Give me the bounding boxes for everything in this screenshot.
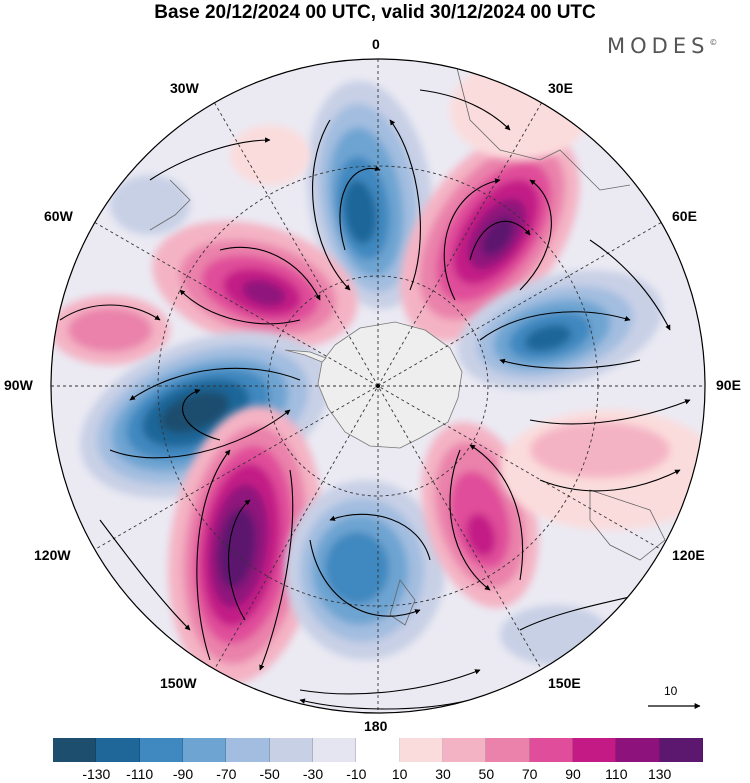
label-lon-90w: 90W xyxy=(4,377,33,393)
colorbar-segment xyxy=(226,738,270,762)
colorbar-tick-label: -90 xyxy=(172,766,194,782)
colorbar-segment xyxy=(53,738,97,762)
colorbar-segment xyxy=(572,738,617,762)
colorbar-tick-label: -10 xyxy=(346,766,367,782)
coastlines xyxy=(149,59,666,626)
colorbar-tick-label: -130 xyxy=(82,766,111,782)
magenta-anomaly-southwest xyxy=(168,405,322,685)
colorbar-segment xyxy=(312,738,357,762)
colorbar-segment xyxy=(486,738,530,762)
label-lon-60w: 60W xyxy=(44,208,73,224)
label-lon-180: 180 xyxy=(364,718,388,734)
colorbar-tick-label: 130 xyxy=(647,766,672,782)
brand-logo: MODES© xyxy=(607,34,717,58)
colorbar-tick-label: -110 xyxy=(126,766,154,782)
colorbar-segment xyxy=(269,738,313,762)
colorbar-tick-label: -30 xyxy=(302,766,324,782)
colorbar-tick-label: -70 xyxy=(216,766,237,782)
label-lon-90e: 90E xyxy=(716,377,741,393)
brand-copyright-mark: © xyxy=(709,38,718,47)
blue-anomaly-south xyxy=(285,480,445,660)
colorbar-tick-label: -50 xyxy=(259,766,280,782)
blue-anomaly-north xyxy=(306,80,434,310)
colorbar-tick-label: 10 xyxy=(391,766,408,782)
colorbar-segment xyxy=(442,738,487,762)
label-lon-120w: 120W xyxy=(34,547,71,563)
colorbar-tick-label: 90 xyxy=(565,766,581,782)
magenta-anomaly-northwest xyxy=(152,220,358,350)
colorbar-segment xyxy=(399,738,443,762)
map-boundary xyxy=(50,58,706,714)
south-pole-marker xyxy=(376,384,380,388)
wind-streamlines xyxy=(59,89,691,710)
label-lon-150w: 150W xyxy=(160,675,197,691)
colorbar-segment xyxy=(616,738,660,762)
colorbar-segment xyxy=(139,738,183,762)
vector-scale-label: 10 xyxy=(664,684,678,698)
map-title: Base 20/12/2024 00 UTC, valid 30/12/2024… xyxy=(154,2,596,23)
colorbar-segment xyxy=(529,738,573,762)
blue-anomaly-east xyxy=(457,270,663,390)
colorbar-tick-label: 70 xyxy=(521,766,538,782)
colorbar-tick-label: 30 xyxy=(435,766,451,782)
antarctica-landmass xyxy=(317,321,463,449)
colorbar-segment xyxy=(182,738,227,762)
label-lon-60e: 60E xyxy=(672,208,697,224)
label-lon-150e: 150E xyxy=(548,675,581,691)
label-lon-0: 0 xyxy=(372,36,380,52)
colorbar-tick-label: 50 xyxy=(478,766,495,782)
colorbar-segment xyxy=(356,738,400,762)
brand-name: MODES xyxy=(607,34,710,58)
pink-anomaly-west xyxy=(51,295,170,365)
colorbar-segment xyxy=(659,738,703,762)
antarctic-peninsula xyxy=(284,349,327,363)
label-lon-120e: 120E xyxy=(672,547,705,563)
colorbar-segment xyxy=(96,738,140,762)
colorbar-tick-label: 110 xyxy=(605,766,628,782)
colorbar xyxy=(53,738,703,762)
label-lon-30w: 30W xyxy=(170,80,199,96)
label-lon-30e: 30E xyxy=(548,80,573,96)
